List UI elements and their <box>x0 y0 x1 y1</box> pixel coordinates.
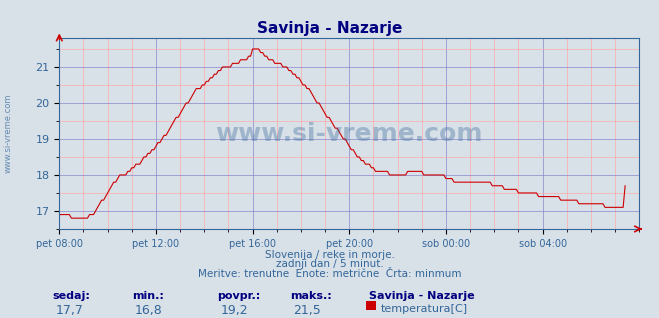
Text: Slovenija / reke in morje.: Slovenija / reke in morje. <box>264 250 395 259</box>
Text: Meritve: trenutne  Enote: metrične  Črta: minmum: Meritve: trenutne Enote: metrične Črta: … <box>198 269 461 279</box>
Text: 21,5: 21,5 <box>293 304 321 317</box>
Text: maks.:: maks.: <box>290 291 331 301</box>
Text: 19,2: 19,2 <box>221 304 248 317</box>
Text: www.si-vreme.com: www.si-vreme.com <box>215 121 483 146</box>
Text: temperatura[C]: temperatura[C] <box>381 304 468 314</box>
Text: povpr.:: povpr.: <box>217 291 261 301</box>
Text: Savinja - Nazarje: Savinja - Nazarje <box>257 21 402 36</box>
Text: sedaj:: sedaj: <box>53 291 90 301</box>
Text: Savinja - Nazarje: Savinja - Nazarje <box>369 291 474 301</box>
Text: 17,7: 17,7 <box>56 304 84 317</box>
Text: www.si-vreme.com: www.si-vreme.com <box>3 94 13 173</box>
Text: min.:: min.: <box>132 291 163 301</box>
Text: 16,8: 16,8 <box>135 304 163 317</box>
Text: zadnji dan / 5 minut.: zadnji dan / 5 minut. <box>275 259 384 269</box>
